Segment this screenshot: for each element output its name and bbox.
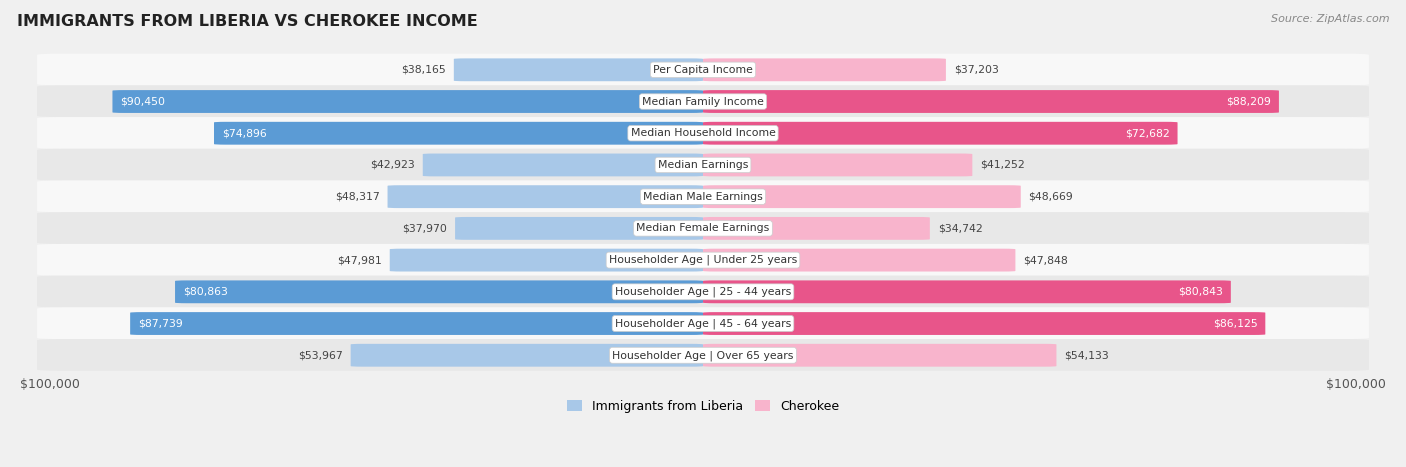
Text: Median Male Earnings: Median Male Earnings: [643, 191, 763, 202]
Text: $38,165: $38,165: [401, 65, 446, 75]
Text: $37,970: $37,970: [402, 223, 447, 234]
FancyBboxPatch shape: [37, 85, 1369, 117]
Text: $54,133: $54,133: [1064, 350, 1109, 360]
FancyBboxPatch shape: [37, 276, 1369, 307]
FancyBboxPatch shape: [37, 339, 1369, 371]
Text: Source: ZipAtlas.com: Source: ZipAtlas.com: [1271, 14, 1389, 24]
FancyBboxPatch shape: [703, 154, 973, 177]
Text: $87,739: $87,739: [138, 318, 183, 329]
Text: $80,843: $80,843: [1178, 287, 1223, 297]
FancyBboxPatch shape: [389, 249, 703, 271]
FancyBboxPatch shape: [37, 244, 1369, 276]
FancyBboxPatch shape: [37, 307, 1369, 339]
Text: $90,450: $90,450: [121, 97, 166, 106]
FancyBboxPatch shape: [703, 122, 1178, 145]
FancyBboxPatch shape: [703, 312, 1265, 335]
Text: Householder Age | 25 - 44 years: Householder Age | 25 - 44 years: [614, 287, 792, 297]
FancyBboxPatch shape: [350, 344, 703, 367]
Text: $41,252: $41,252: [980, 160, 1025, 170]
Text: Median Family Income: Median Family Income: [643, 97, 763, 106]
Text: $88,209: $88,209: [1226, 97, 1271, 106]
Text: Median Household Income: Median Household Income: [630, 128, 776, 138]
FancyBboxPatch shape: [703, 344, 1056, 367]
Text: $74,896: $74,896: [222, 128, 267, 138]
FancyBboxPatch shape: [454, 58, 703, 81]
FancyBboxPatch shape: [37, 212, 1369, 244]
FancyBboxPatch shape: [214, 122, 703, 145]
FancyBboxPatch shape: [703, 58, 946, 81]
FancyBboxPatch shape: [456, 217, 703, 240]
Text: $53,967: $53,967: [298, 350, 343, 360]
FancyBboxPatch shape: [703, 90, 1279, 113]
FancyBboxPatch shape: [37, 180, 1369, 212]
FancyBboxPatch shape: [174, 280, 703, 303]
Text: $86,125: $86,125: [1213, 318, 1257, 329]
Text: IMMIGRANTS FROM LIBERIA VS CHEROKEE INCOME: IMMIGRANTS FROM LIBERIA VS CHEROKEE INCO…: [17, 14, 478, 29]
Text: Median Female Earnings: Median Female Earnings: [637, 223, 769, 234]
Text: $37,203: $37,203: [953, 65, 998, 75]
Text: $34,742: $34,742: [938, 223, 983, 234]
FancyBboxPatch shape: [703, 280, 1230, 303]
Text: $48,317: $48,317: [335, 191, 380, 202]
FancyBboxPatch shape: [37, 117, 1369, 149]
Text: Householder Age | Under 25 years: Householder Age | Under 25 years: [609, 255, 797, 265]
FancyBboxPatch shape: [112, 90, 703, 113]
Text: Householder Age | 45 - 64 years: Householder Age | 45 - 64 years: [614, 318, 792, 329]
FancyBboxPatch shape: [131, 312, 703, 335]
FancyBboxPatch shape: [703, 217, 929, 240]
FancyBboxPatch shape: [37, 54, 1369, 85]
FancyBboxPatch shape: [423, 154, 703, 177]
Text: Householder Age | Over 65 years: Householder Age | Over 65 years: [612, 350, 794, 361]
Text: $47,981: $47,981: [337, 255, 382, 265]
Text: $72,682: $72,682: [1125, 128, 1170, 138]
Legend: Immigrants from Liberia, Cherokee: Immigrants from Liberia, Cherokee: [561, 395, 845, 417]
FancyBboxPatch shape: [37, 149, 1369, 180]
FancyBboxPatch shape: [703, 185, 1021, 208]
Text: $48,669: $48,669: [1029, 191, 1073, 202]
Text: Per Capita Income: Per Capita Income: [652, 65, 754, 75]
Text: $47,848: $47,848: [1024, 255, 1069, 265]
FancyBboxPatch shape: [388, 185, 703, 208]
Text: $42,923: $42,923: [370, 160, 415, 170]
FancyBboxPatch shape: [703, 249, 1015, 271]
Text: Median Earnings: Median Earnings: [658, 160, 748, 170]
Text: $80,863: $80,863: [183, 287, 228, 297]
